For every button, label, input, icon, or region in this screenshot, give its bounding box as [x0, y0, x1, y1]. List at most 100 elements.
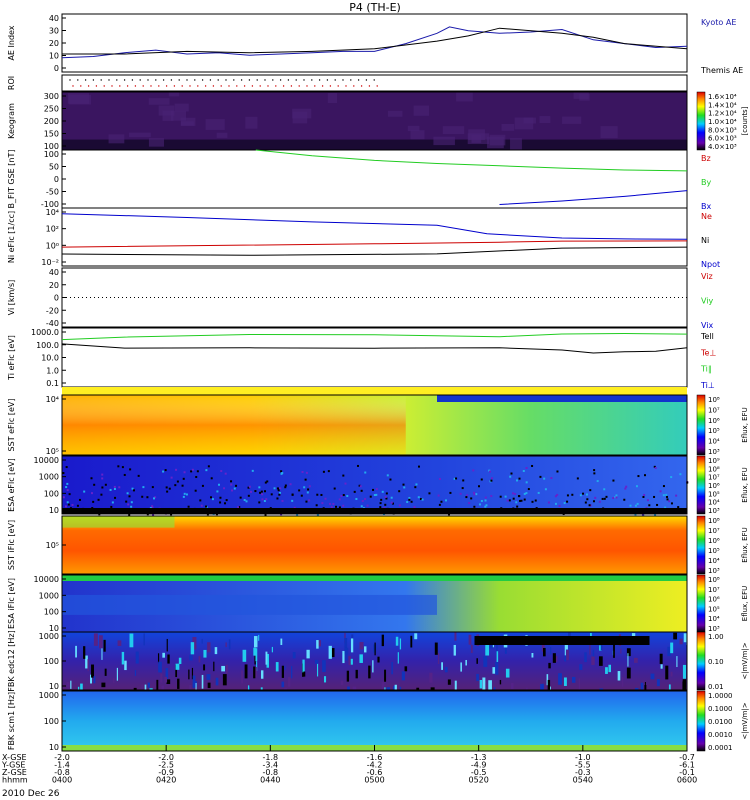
- esa-e-pixel: [66, 501, 69, 504]
- fbk-e-pixel: [555, 656, 558, 662]
- esa-e-pixel: [111, 501, 114, 504]
- fbk-e-pixel: [571, 676, 576, 683]
- esa-e-pixel: [249, 490, 252, 493]
- roi-dot: [345, 85, 347, 87]
- esa-e-pixel: [472, 469, 475, 472]
- roi-dot: [272, 79, 274, 81]
- esa-e-pixel: [636, 502, 639, 505]
- esa-e-pixel: [342, 494, 345, 497]
- legend-entry: Npot: [701, 260, 720, 269]
- esa-e-pixel: [624, 487, 627, 490]
- legend-entry: Bz: [701, 154, 711, 163]
- fbk-e-pixel: [75, 645, 77, 658]
- fbk-e-pixel: [192, 637, 197, 650]
- esa-e-pixel: [579, 494, 582, 497]
- y-tick-label: 20: [49, 39, 59, 48]
- roi-dot: [311, 79, 313, 81]
- esa-e-pixel: [65, 466, 68, 469]
- esa-e-pixel: [558, 504, 561, 507]
- keogram-patch: [292, 108, 312, 119]
- roi-dot: [357, 79, 360, 81]
- x-tick-label: -0.9: [158, 768, 174, 777]
- esa-e-pixel: [679, 473, 682, 476]
- esa-e-pixel: [201, 484, 204, 487]
- esa-e-pixel: [224, 472, 227, 475]
- fbk-e-pixel: [134, 670, 137, 676]
- esa-e-pixel: [101, 477, 104, 480]
- sst-i-patch: [62, 516, 175, 528]
- roi-dot: [100, 79, 102, 81]
- esa-e-pixel: [390, 501, 393, 504]
- esa-e-pixel: [333, 487, 336, 490]
- esa-e-pixel: [668, 500, 671, 503]
- fbk-e-pixel: [225, 642, 227, 648]
- esa-e-pixel: [525, 492, 528, 495]
- esa-e-pixel: [666, 498, 669, 501]
- esa-e-pixel: [353, 490, 356, 493]
- keogram-patch: [171, 110, 187, 121]
- legend-entry: Ne: [701, 212, 712, 221]
- fbk-e-pixel: [682, 664, 687, 679]
- esa-e-pixel: [324, 497, 327, 500]
- esa-e-pixel: [165, 486, 168, 489]
- colorbar-tick: 10⁴: [708, 499, 720, 507]
- fbk-e-pixel: [564, 654, 567, 662]
- esa-e-pixel: [490, 479, 493, 482]
- fbk-e-pixel: [437, 653, 440, 665]
- esa-e-pixel: [195, 475, 198, 478]
- esa-e-pixel: [231, 489, 234, 492]
- panel-1: ROI: [7, 74, 688, 92]
- fbk-e-pixel: [253, 666, 256, 679]
- fbk-e-pixel: [441, 662, 443, 670]
- fbk-e-pixel: [552, 653, 556, 663]
- fbk-e-pixel: [505, 668, 510, 678]
- x-tick-label: -0.7: [679, 753, 695, 762]
- x-tick-label: -6.1: [679, 761, 695, 770]
- fbk-e-pixel: [281, 681, 285, 688]
- fbk-e-pixel: [201, 638, 203, 644]
- y-axis-label: Keogram: [7, 103, 16, 139]
- colorbar-tick: 10⁷: [708, 406, 720, 414]
- esa-e-pixel: [243, 499, 246, 502]
- fbk-e-pixel: [167, 654, 170, 664]
- roi-dot: [240, 79, 243, 81]
- sst-e-top-strip: [62, 387, 687, 395]
- esa-e-pixel: [191, 468, 194, 471]
- fbk-e-pixel: [85, 655, 88, 669]
- fbk-e-pixel: [563, 677, 567, 686]
- fbk-e-pixel: [215, 677, 219, 686]
- fbk-e-pixel: [80, 683, 83, 693]
- y-axis-label: AE Index: [7, 25, 16, 60]
- keogram-band: [62, 139, 687, 150]
- colorbar-tick: 1.0000: [708, 692, 733, 700]
- fbk-e-pixel: [355, 669, 358, 679]
- esa-e-pixel: [654, 513, 657, 516]
- colorbar-title: Eflux, EFU: [741, 527, 749, 562]
- colorbar-title: Eflux, EFU: [741, 467, 749, 502]
- esa-e-pixel: [125, 500, 128, 503]
- roi-dot: [334, 79, 336, 81]
- fbk-e-pixel: [70, 680, 72, 689]
- esa-e-pixel: [307, 488, 310, 491]
- esa-e-pixel: [512, 497, 515, 500]
- fbk-e-pixel: [620, 648, 622, 654]
- fbk-e-pixel: [391, 661, 393, 675]
- roi-dot: [181, 85, 183, 87]
- esa-e-pixel: [276, 487, 279, 490]
- roi-dot: [220, 85, 222, 87]
- fbk-e-pixel: [121, 651, 125, 665]
- y-tick-label: 100: [44, 489, 59, 498]
- y-tick-label: 10: [49, 52, 59, 61]
- esa-e-pixel: [301, 470, 304, 473]
- fbk-e-pixel: [87, 659, 89, 672]
- roi-dot: [314, 85, 316, 87]
- y-tick-label: 10: [49, 682, 59, 691]
- esa-e-pixel: [366, 504, 369, 507]
- y-axis-label: ROI: [7, 76, 16, 90]
- esa-e-pixel: [239, 496, 242, 499]
- colorbar-tick: 10³: [708, 448, 720, 456]
- esa-e-pixel: [142, 486, 145, 489]
- esa-e-pixel: [92, 500, 95, 503]
- fbk-e-pixel: [550, 647, 552, 655]
- esa-e-pixel: [340, 494, 343, 497]
